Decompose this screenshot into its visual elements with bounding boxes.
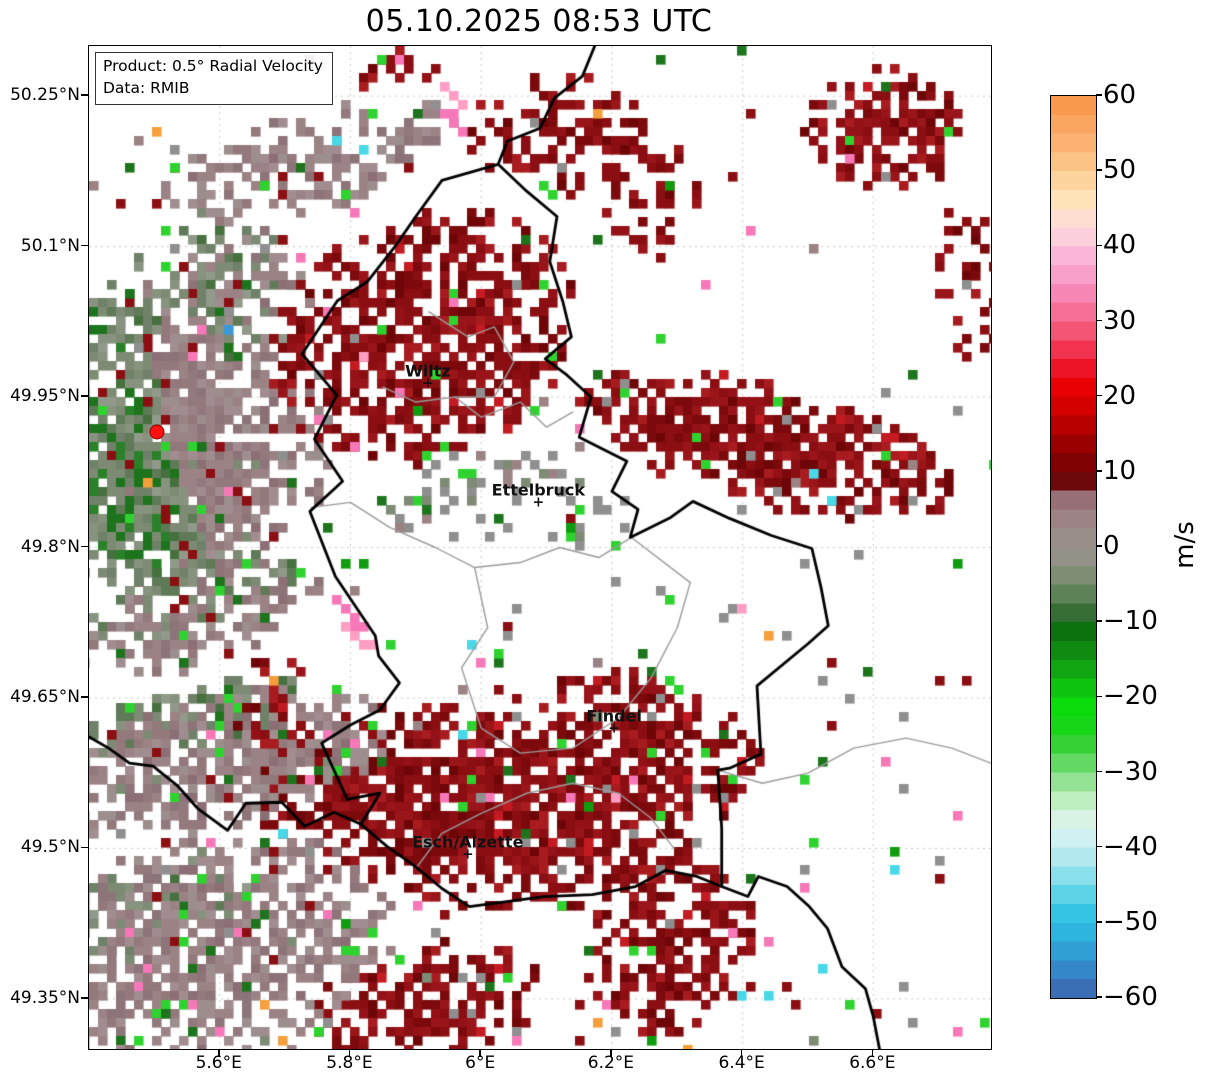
colorbar-tick-mark [1096,244,1102,247]
city-label-findel: Findel + [586,706,642,737]
x-tick-label: 6.4°E [718,1053,765,1073]
axis-tick-mark [871,1050,874,1057]
city-name: Ettelbruck [491,480,586,500]
y-tick-label: 50.1°N [20,235,80,256]
y-tick-label: 50.25°N [10,85,80,106]
city-label-ettelbruck: Ettelbruck + [491,480,586,511]
colorbar-tick-label: 40 [1103,230,1137,261]
figure-title: 05.10.2025 08:53 UTC [365,4,713,39]
colorbar-tick-label: −30 [1103,756,1158,787]
colorbar-tick-mark [1096,470,1102,472]
colorbar-tick-label: 50 [1103,155,1137,186]
axis-tick-mark [81,997,88,999]
y-tick-label: 49.5°N [20,837,80,858]
product-line: Product: 0.5° Radial Velocity [103,57,323,75]
city-marker-icon: + [422,375,434,392]
axis-tick-mark [348,1050,351,1057]
colorbar-tick-label: 30 [1103,305,1137,336]
colorbar-tick-label: −60 [1103,982,1158,1012]
y-tick-label: 49.8°N [20,536,80,557]
city-name: Esch/Alzette [412,832,524,852]
data-source-line: Data: RMIB [103,78,190,97]
colorbar-tick-label: −40 [1103,831,1158,862]
axis-tick-mark [610,1050,612,1057]
axis-tick-mark [81,545,88,548]
colorbar-gradient [1051,96,1096,998]
radar-site-marker [149,424,165,440]
radar-map-canvas [89,46,991,1049]
axis-tick-mark [740,1050,743,1057]
colorbar-tick-mark [1096,921,1102,923]
colorbar-tick-label: −50 [1103,906,1158,937]
colorbar-tick-mark [1096,845,1102,848]
axis-tick-mark [217,1050,220,1057]
colorbar-tick-label: −10 [1103,606,1158,637]
y-tick-label: 49.95°N [10,386,80,407]
x-tick-label: 5.8°E [326,1053,373,1073]
x-tick-label: 6°E [465,1053,496,1073]
colorbar-tick-mark [1096,94,1102,96]
city-marker-icon: + [608,720,621,737]
y-tick-label: 49.35°N [10,987,80,1008]
city-label-wiltz: Wiltz + [405,361,451,392]
colorbar-tick-mark [1096,996,1102,998]
colorbar-tick-mark [1096,169,1102,171]
colorbar-tick-mark [1096,620,1102,622]
axis-tick-mark [81,94,88,96]
x-tick-label: 5.6°E [195,1053,242,1073]
colorbar-tick-label: 60 [1103,80,1137,110]
colorbar-tick-label: 10 [1103,455,1137,486]
x-tick-label: 6.2°E [587,1053,635,1073]
colorbar-tick-mark [1096,319,1102,322]
city-name: Wiltz [405,361,451,381]
map-plot: Product: 0.5° Radial Velocity Data: RMIB [88,45,992,1050]
city-marker-icon: + [461,846,474,863]
colorbar-unit-label: m/s [1170,521,1200,569]
colorbar-tick-label: 0 [1103,531,1120,561]
city-label-esch-alzette: Esch/Alzette + [412,832,524,863]
axis-tick-mark [81,846,88,849]
axis-tick-mark [479,1050,481,1057]
axis-tick-mark [81,244,88,247]
product-info-box: Product: 0.5° Radial Velocity Data: RMIB [95,52,333,106]
colorbar-tick-label: 20 [1103,380,1137,411]
city-name: Findel [586,706,642,726]
axis-tick-mark [81,696,88,698]
colorbar [1050,95,1097,999]
city-marker-icon: + [532,494,545,511]
x-tick-label: 6.6°E [849,1053,896,1073]
y-tick-label: 49.65°N [10,686,80,707]
colorbar-tick-label: −20 [1103,681,1158,712]
colorbar-tick-mark [1096,770,1102,773]
colorbar-tick-mark [1096,394,1102,397]
colorbar-tick-mark [1096,545,1102,547]
axis-tick-mark [81,395,88,397]
colorbar-tick-mark [1096,695,1102,698]
